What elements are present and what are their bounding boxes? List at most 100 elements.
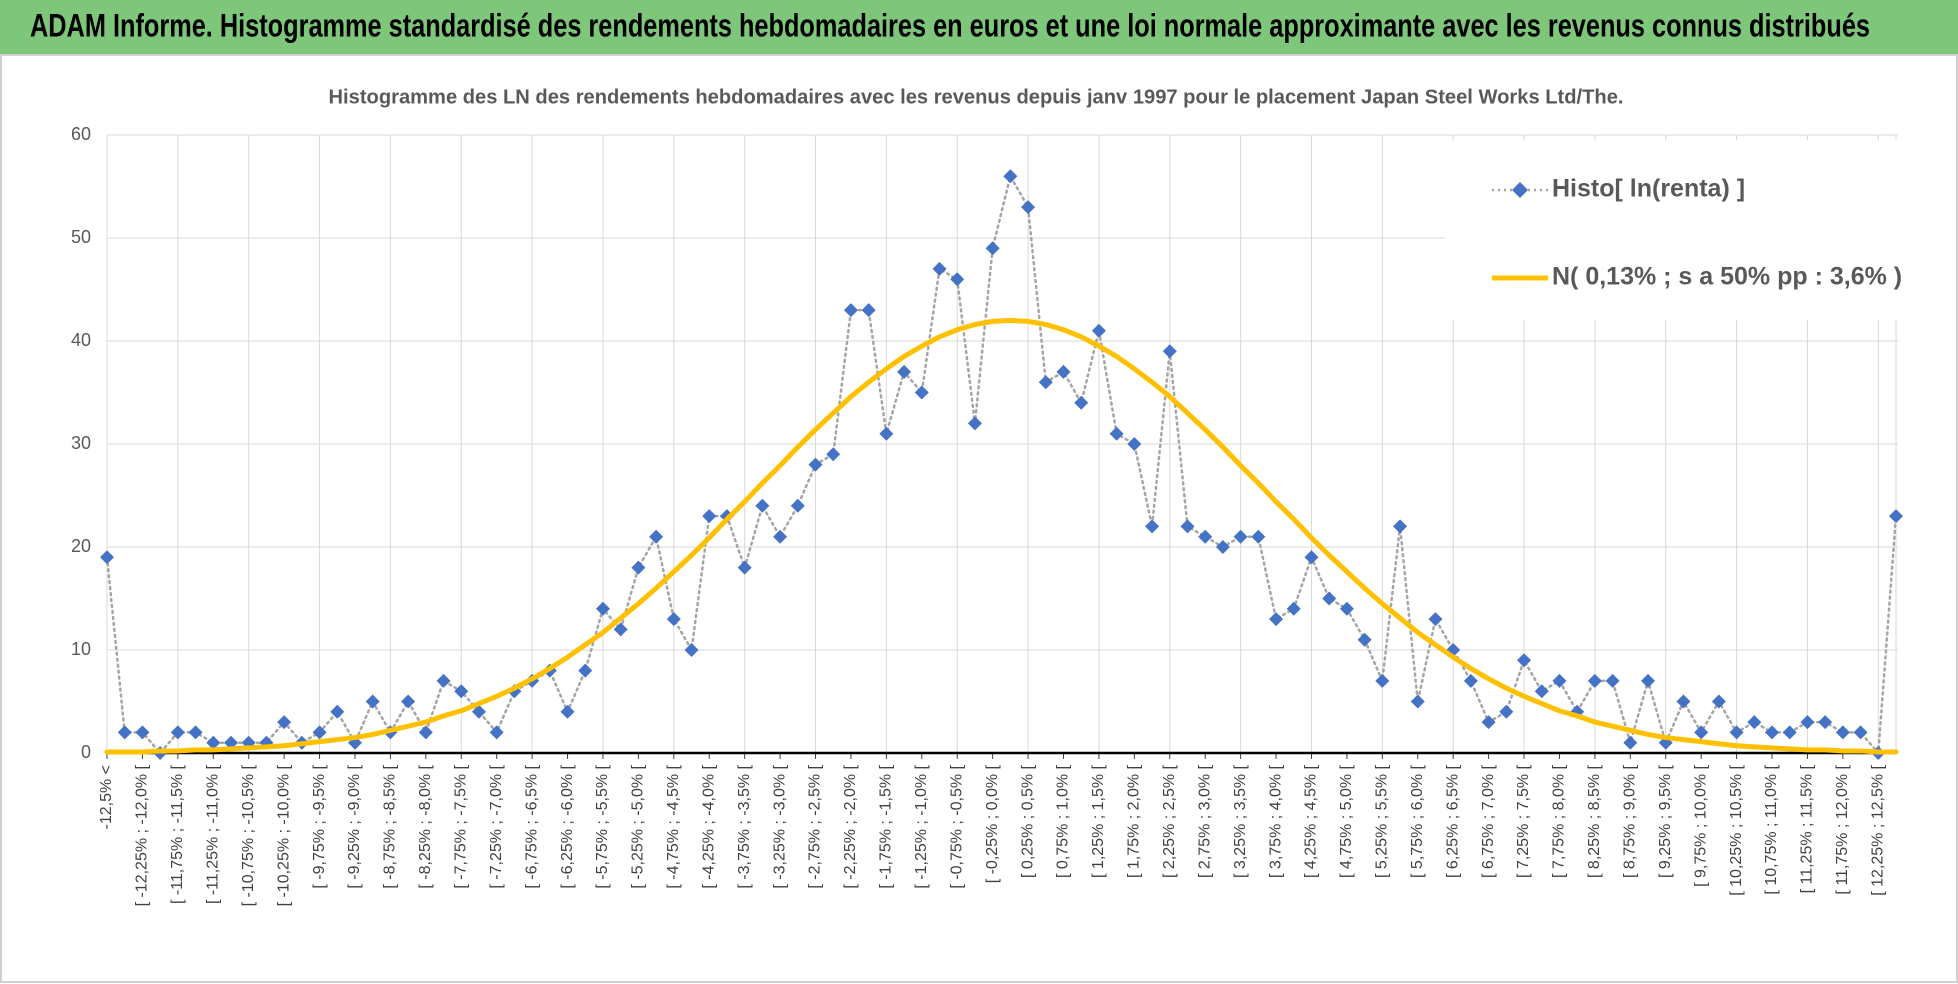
x-tick-label: [ 12,25% ; 12,5% [ [1870,764,1887,895]
marker [932,261,947,276]
x-tick-label: [ 10,25% ; 10,5% [ [1728,764,1745,895]
x-tick-label: [ 2,75% ; 3,0% [ [1196,764,1213,878]
x-tick-label: [ 3,75% ; 4,0% [ [1267,764,1284,878]
x-tick-label: [ -8,25% ; -8,0% [ [417,764,434,888]
marker [471,704,486,719]
marker [1127,437,1142,451]
plot-area: 0 10 20 30 40 50 60 -12,5% < [ -12,25% ; -12,0% … [71,124,1903,906]
marker [1641,673,1656,688]
x-tick-label: [ -12,25% ; -12,0% [ [134,764,151,906]
x-tick-label: [ -6,75% ; -6,5% [ [523,764,540,888]
marker [737,560,752,575]
x-tick-label: [ 6,25% ; 6,5% [ [1444,764,1461,878]
marker [843,303,858,318]
marker [1180,519,1195,534]
legend-background [1445,140,1898,320]
x-tick-label: [ -3,25% ; -3,0% [ [771,764,788,888]
marker [684,643,699,657]
x-tick-label: [ 1,25% ; 1,5% [ [1090,764,1107,878]
y-tick-label: 10 [71,639,91,659]
marker [117,725,132,740]
x-tick-label: [ -6,25% ; -6,0% [ [559,764,576,888]
x-tick-label: [ -2,75% ; -2,5% [ [807,764,824,888]
x-tick-label: [ -4,75% ; -4,5% [ [665,764,682,888]
marker [100,550,114,565]
marker [1729,725,1744,740]
marker [879,426,894,441]
chart-title: ADAM Informe. Histogramme standardisé de… [30,7,1870,43]
marker [1800,715,1815,730]
marker [808,457,823,472]
marker [826,447,841,462]
marker [613,622,628,637]
x-tick-label: [ -0,25% ; 0,0% [ [984,764,1001,883]
marker [170,725,185,740]
marker [1552,673,1567,688]
marker [595,601,610,616]
title-bar [0,0,1958,55]
x-tick-label: [ -4,25% ; -4,0% [ [700,764,717,888]
x-tick-label: [ -10,25% ; -10,0% [ [275,764,292,906]
marker [1038,375,1053,390]
x-tick-label: [ -0,75% ; -0,5% [ [948,764,965,888]
marker [967,416,982,431]
marker [861,303,876,318]
marker [277,715,292,730]
y-tick-label: 0 [81,742,91,762]
y-tick-label: 50 [71,227,91,247]
marker [1587,673,1602,688]
marker [1233,529,1248,544]
marker [312,725,327,740]
marker [914,385,929,400]
marker [1410,694,1425,709]
chart-subtitle: Histogramme des LN des rendements hebdom… [329,86,1624,108]
marker [1765,725,1780,740]
marker [1304,550,1319,565]
marker [418,725,433,740]
marker [454,684,469,699]
marker [649,529,664,544]
x-tick-label: [ 5,25% ; 5,5% [ [1374,764,1391,878]
marker [401,694,416,709]
x-tick-label: [ 8,25% ; 8,5% [ [1586,764,1603,878]
x-tick-label: [ 8,75% ; 9,0% [ [1622,764,1639,878]
x-tick-label: [ 0,25% ; 0,5% [ [1019,764,1036,878]
marker [1056,364,1071,379]
marker [188,725,203,740]
x-tick-label: [ 5,75% ; 6,0% [ [1409,764,1426,878]
x-tick-label: [ -11,75% ; -11,5% [ [169,764,186,904]
legend-label: N( 0,13% ; s a 50% pp : 3,6% ) [1552,263,1902,291]
marker [1889,509,1903,524]
marker [1357,632,1372,647]
marker [1676,694,1691,709]
x-tick-label: [ 4,75% ; 5,0% [ [1338,764,1355,878]
marker [1074,395,1089,410]
marker [1269,612,1284,627]
x-tick-label: [ -8,75% ; -8,5% [ [382,764,399,888]
marker [135,725,150,740]
legend-marker [1512,182,1528,198]
marker [1853,725,1868,740]
marker [1339,601,1354,616]
marker [1711,694,1726,709]
x-tick-label: [ 4,25% ; 4,5% [ [1303,764,1320,878]
marker [1499,704,1514,719]
x-tick-label: [ 7,25% ; 7,5% [ [1515,764,1532,878]
marker [1694,725,1709,740]
marker [1091,323,1106,338]
marker [1605,673,1620,688]
x-tick-label: [ 10,75% ; 11,0% [ [1763,764,1780,894]
x-tick-label: [ -11,25% ; -11,0% [ [204,764,221,904]
marker [436,673,451,688]
x-tick-label: [ 11,25% ; 11,5% [ [1799,764,1816,893]
marker [489,725,504,740]
x-tick-label: [ -2,25% ; -2,0% [ [842,764,859,888]
marker [1782,725,1797,740]
marker [666,612,681,627]
marker [1003,169,1018,184]
marker [578,663,593,678]
marker [1393,519,1408,534]
y-tick-label: 40 [71,330,91,350]
